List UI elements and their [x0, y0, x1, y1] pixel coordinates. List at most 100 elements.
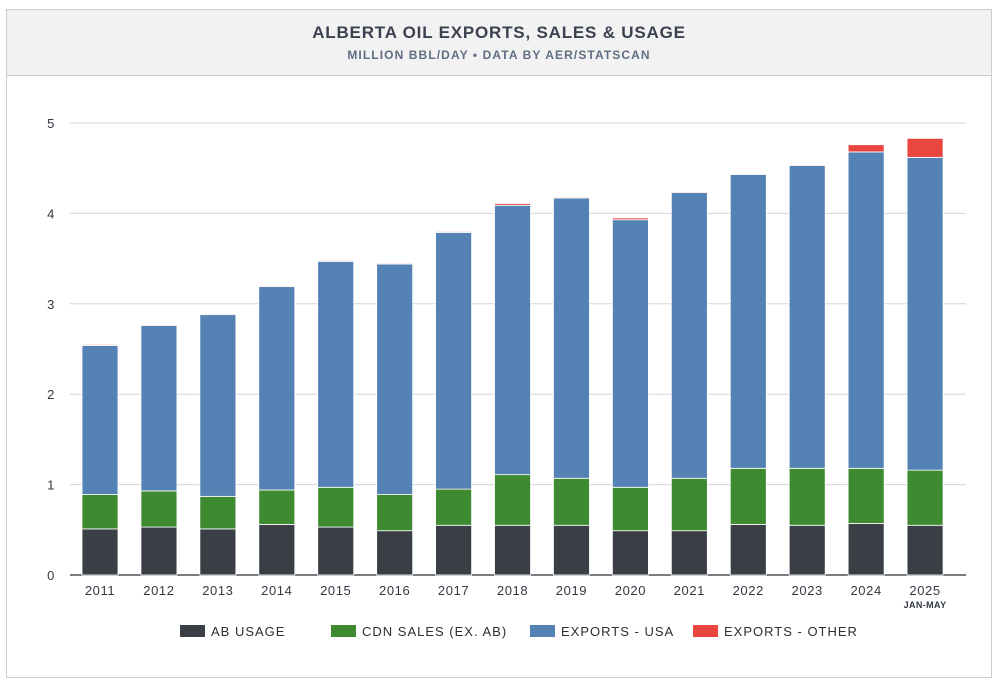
x-tick-label: 2015 — [320, 583, 351, 598]
bar-segment-exports-other-2014 — [258, 285, 296, 288]
y-axis-ticks: 0 1 2 3 4 5 — [47, 116, 55, 583]
bar-segment-exports-other-2018 — [494, 203, 531, 206]
bar-segment-exports-other-2017 — [435, 231, 473, 233]
x-tick-label: 2020 — [615, 583, 646, 598]
bar-segment-exports-usa-2014 — [258, 286, 296, 491]
bar-segment-ab-usage-2013 — [199, 528, 237, 576]
chart-title: ALBERTA OIL EXPORTS, SALES & USAGE — [312, 23, 686, 42]
legend-item-cdn-sales: CDN SALES (EX. AB) — [331, 624, 507, 639]
bar-segment-exports-usa-2013 — [199, 314, 237, 497]
x-tick-label: 2012 — [143, 583, 174, 598]
bar-segment-cdn-sales-2020 — [612, 486, 649, 532]
bar-segment-exports-usa-2021 — [670, 192, 708, 479]
legend-item-exports-other: EXPORTS - OTHER — [693, 624, 858, 639]
bar-segment-ab-usage-2025 — [906, 524, 944, 576]
bar-segment-cdn-sales-2018 — [494, 474, 531, 526]
bar-segment-ab-usage-2018 — [494, 524, 531, 576]
x-tick-label: 2014 — [261, 583, 292, 598]
bar-segment-cdn-sales-2019 — [553, 477, 590, 526]
bar-segment-exports-usa-2020 — [612, 219, 649, 488]
bar-segment-ab-usage-2011 — [81, 528, 119, 576]
bar-segment-cdn-sales-2023 — [788, 467, 826, 526]
bar-segment-ab-usage-2021 — [670, 530, 708, 576]
bar-segment-ab-usage-2015 — [317, 526, 355, 576]
x-tick-label: 2023 — [792, 583, 823, 598]
bar-segment-exports-other-2020 — [612, 217, 649, 221]
y-tick-label: 3 — [47, 297, 55, 312]
bar-segment-cdn-sales-2013 — [199, 495, 237, 530]
legend-item-exports-usa: EXPORTS - USA — [530, 624, 674, 639]
bar-segment-exports-other-2019 — [553, 196, 590, 199]
bar-segment-cdn-sales-2011 — [81, 494, 119, 530]
bar-segment-ab-usage-2024 — [847, 523, 885, 576]
legend-label: CDN SALES (EX. AB) — [362, 624, 507, 639]
bar-segment-exports-usa-2016 — [376, 263, 414, 495]
y-tick-label: 5 — [47, 116, 55, 131]
bar-segment-ab-usage-2023 — [788, 524, 826, 576]
chart-header: ALBERTA OIL EXPORTS, SALES & USAGE MILLI… — [7, 10, 991, 76]
y-tick-label: 2 — [47, 387, 55, 402]
bar-segment-exports-usa-2012 — [140, 325, 178, 492]
bar-segment-exports-other-2023 — [788, 164, 826, 166]
bar-segment-exports-usa-2015 — [317, 260, 355, 488]
legend-label: EXPORTS - OTHER — [724, 624, 858, 639]
bar-segment-cdn-sales-2016 — [376, 494, 414, 532]
bars — [81, 137, 944, 576]
bar-segment-cdn-sales-2012 — [140, 490, 178, 528]
chart-subtitle: MILLION BBL/DAY • DATA BY AER/STATSCAN — [347, 48, 651, 62]
bar-segment-exports-other-2012 — [140, 324, 178, 326]
bar-segment-cdn-sales-2025 — [906, 469, 944, 526]
bar-segment-exports-usa-2022 — [729, 174, 767, 469]
x-tick-sublabel: JAN-MAY — [904, 600, 947, 610]
bar-segment-cdn-sales-2017 — [435, 488, 473, 526]
bar-segment-exports-other-2024 — [847, 144, 885, 153]
bar-segment-ab-usage-2016 — [376, 530, 414, 576]
x-tick-label: 2021 — [674, 583, 705, 598]
bar-segment-exports-usa-2011 — [81, 344, 119, 495]
bar-segment-cdn-sales-2022 — [729, 467, 767, 525]
legend-swatch — [180, 625, 205, 637]
x-tick-label: 2025 — [909, 583, 940, 598]
x-tick-label: 2024 — [850, 583, 881, 598]
bar-segment-cdn-sales-2015 — [317, 486, 355, 528]
legend: AB USAGE CDN SALES (EX. AB) EXPORTS - USA E… — [180, 624, 858, 639]
x-tick-label: 2016 — [379, 583, 410, 598]
legend-label: EXPORTS - USA — [561, 624, 674, 639]
bar-segment-cdn-sales-2021 — [670, 477, 708, 532]
bar-segment-ab-usage-2022 — [729, 523, 767, 576]
bar-segment-ab-usage-2014 — [258, 523, 296, 576]
bar-segment-exports-usa-2018 — [494, 204, 531, 476]
y-tick-label: 0 — [47, 568, 55, 583]
bar-segment-exports-usa-2019 — [553, 197, 590, 479]
x-tick-label: 2018 — [497, 583, 528, 598]
legend-item-ab-usage: AB USAGE — [180, 624, 285, 639]
bar-segment-exports-other-2011 — [81, 344, 119, 346]
bar-segment-exports-other-2016 — [376, 262, 414, 265]
bar-segment-exports-other-2015 — [317, 260, 355, 262]
legend-swatch — [331, 625, 356, 637]
bar-segment-exports-other-2013 — [199, 313, 237, 316]
bar-segment-cdn-sales-2014 — [258, 489, 296, 525]
bar-segment-exports-usa-2017 — [435, 231, 473, 490]
x-tick-label: 2019 — [556, 583, 587, 598]
x-axis-ticks: 2011 2012 2013 2014 2015 2016 2017 2018 2019 2020… — [85, 583, 947, 610]
bar-segment-exports-other-2021 — [670, 191, 708, 194]
x-tick-label: 2011 — [85, 583, 115, 598]
legend-swatch — [693, 625, 718, 637]
bar-segment-exports-usa-2024 — [847, 151, 885, 469]
bar-segment-exports-usa-2023 — [788, 165, 826, 469]
y-tick-label: 1 — [47, 478, 55, 493]
x-tick-label: 2022 — [733, 583, 764, 598]
x-tick-label: 2017 — [438, 583, 469, 598]
bar-segment-ab-usage-2019 — [553, 524, 590, 576]
bar-segment-ab-usage-2020 — [612, 530, 649, 576]
bar-segment-ab-usage-2017 — [435, 524, 473, 576]
x-tick-label: 2013 — [202, 583, 233, 598]
bar-segment-exports-usa-2025 — [906, 156, 944, 471]
bar-segment-ab-usage-2012 — [140, 526, 178, 576]
legend-label: AB USAGE — [211, 624, 285, 639]
bar-segment-cdn-sales-2024 — [847, 467, 885, 524]
y-tick-label: 4 — [47, 206, 55, 221]
bar-segment-exports-other-2025 — [906, 137, 944, 158]
